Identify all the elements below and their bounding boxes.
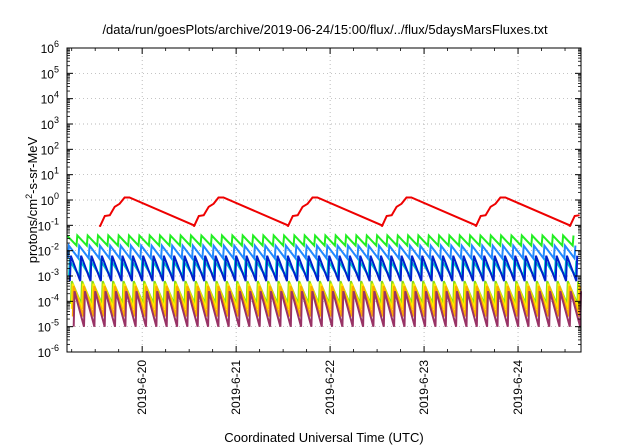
- y-tick-label: 10-5: [38, 318, 59, 335]
- y-tick-label: 10-1: [38, 216, 59, 233]
- x-axis-label: Coordinated Universal Time (UTC): [224, 430, 423, 445]
- y-tick-label: 105: [41, 64, 59, 81]
- axis-ticks: [67, 47, 581, 353]
- x-tick-label: 2019-6-24: [511, 360, 525, 415]
- y-tick-label: 10-3: [38, 267, 59, 284]
- x-tick-label: 2019-6-21: [229, 360, 243, 415]
- y-tick-labels: 10-6 10-5 10-4 10-3 10-2 10-1 100 101 102 103 104 1…: [38, 39, 59, 360]
- y-tick-label: 101: [41, 166, 59, 183]
- series-line: [66, 233, 575, 248]
- y-axis-label: protons/cm2-s-sr-MeV: [24, 136, 40, 263]
- y-tick-label: 103: [41, 115, 59, 132]
- series-line: [68, 255, 579, 282]
- series-line: [98, 196, 580, 228]
- series-line: [67, 242, 577, 262]
- y-tick-label: 10-2: [38, 242, 59, 259]
- x-tick-label: 2019-6-23: [417, 360, 431, 415]
- y-tick-label: 106: [41, 39, 59, 56]
- y-tick-label: 10-6: [38, 343, 59, 360]
- y-tick-label: 104: [41, 90, 59, 107]
- chart-title: /data/run/goesPlots/archive/2019-06-24/1…: [102, 22, 548, 37]
- x-tick-label: 2019-6-22: [323, 360, 337, 415]
- x-tick-label: 2019-6-20: [135, 360, 149, 415]
- series-line: [71, 285, 582, 317]
- y-tick-label: 102: [41, 140, 59, 157]
- y-tick-label: 10-4: [38, 292, 59, 309]
- y-tick-label: 100: [41, 191, 59, 208]
- series-line: [72, 290, 582, 327]
- series-group: [66, 196, 582, 327]
- x-tick-labels: 2019-6-20 2019-6-21 2019-6-22 2019-6-23 2019…: [135, 360, 525, 415]
